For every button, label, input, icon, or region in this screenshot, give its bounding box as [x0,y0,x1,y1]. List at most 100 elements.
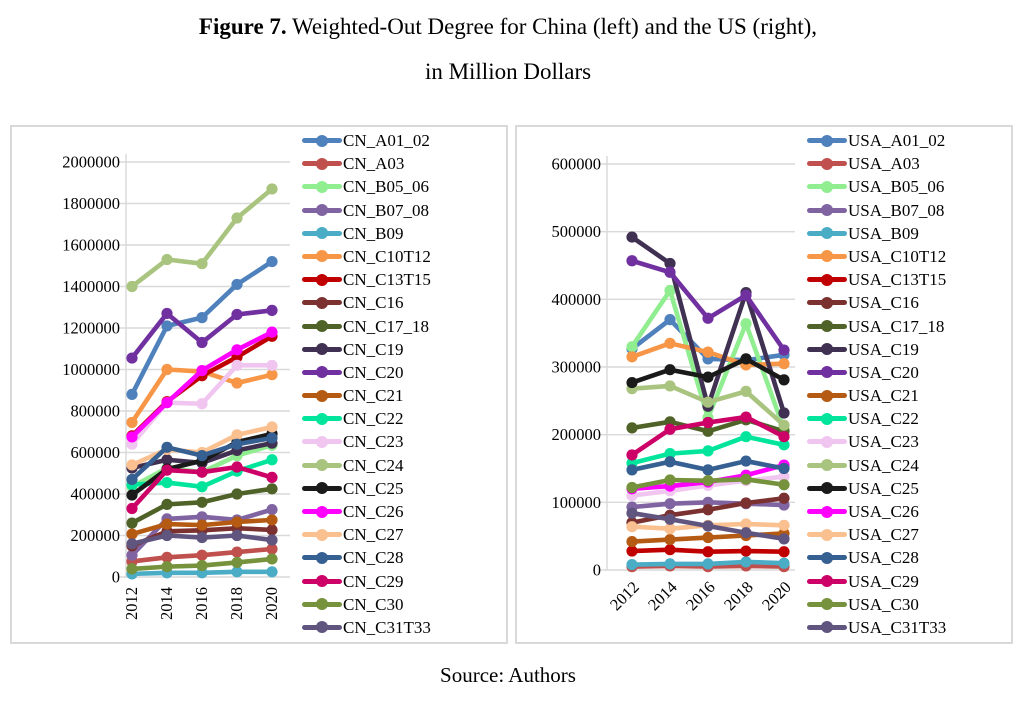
legend-marker-icon [807,180,847,194]
data-point-CN_B07_08 [196,511,208,523]
data-point-CN_C17_18 [161,498,173,510]
legend-dot [821,598,833,611]
data-point-USA_C27 [626,521,638,533]
legend-item: USA_C25 [807,478,1009,499]
data-point-USA_C20 [740,289,752,301]
data-point-CN_B07_08 [266,503,278,516]
data-point-USA_C24 [702,396,714,408]
data-point-CN_C26 [231,344,243,356]
legend-label: USA_C20 [848,362,919,382]
data-point-USA_C13T15 [626,545,638,557]
legend-label: USA_C29 [848,571,919,591]
data-point-USA_A01_02 [664,314,676,326]
data-point-USA_C16 [778,492,790,504]
legend-label: USA_C24 [848,455,919,475]
data-point-CN_C20 [266,304,278,316]
legend-item: CN_C22 [302,408,504,429]
legend-label: CN_C24 [343,455,404,475]
legend-marker-icon [807,134,847,148]
data-point-USA_C20 [626,255,638,267]
data-point-CN_C17_18 [196,496,208,508]
legend-dot [316,343,328,356]
data-point-USA_C23 [778,471,790,483]
data-point-USA_C29 [702,416,714,429]
data-point-CN_C27 [126,459,138,471]
legend-marker-icon [807,597,847,611]
legend-label: USA_C10T12 [848,246,947,266]
figure-title-text: Weighted-Out Degree for China (left) and… [286,14,818,39]
x-tick-label: 2020 [262,587,281,620]
legend-item: CN_C28 [302,547,504,568]
data-point-CN_C30 [231,556,243,569]
legend-marker-icon [302,389,342,403]
y-tick-label: 1800000 [62,194,120,213]
legend-dot [316,598,328,611]
legend-dot [316,459,328,472]
legend-marker-icon [807,319,847,333]
data-point-USA_C31T33 [740,527,752,539]
legend-marker-icon [302,180,342,194]
legend-marker-icon [302,435,342,449]
legend-item: CN_C16 [302,292,504,313]
data-point-CN_C21 [196,519,208,531]
legend-dot [316,551,328,564]
legend-label: CN_C28 [343,548,404,568]
legend-marker-icon [302,528,342,542]
legend-label: CN_C13T15 [343,270,431,290]
usa-line-chart: 0 100000 200000 300000 400000 500000 600000 201… [552,155,795,614]
legend-dot [821,296,833,309]
data-point-CN_C10T12 [266,369,278,381]
data-point-USA_C28 [778,462,790,475]
legend-dot [821,435,833,448]
legend-marker-icon [302,620,342,634]
legend-dot [821,157,833,170]
figure-title-line2: in Million Dollars [424,59,592,84]
legend-marker-icon [807,342,847,356]
legend-item: USA_C31T33 [807,617,1009,638]
legend-label: CN_A03 [343,154,405,174]
legend-marker-icon [807,273,847,287]
legend-marker-icon [807,365,847,379]
data-point-CN_C30 [266,553,278,565]
data-point-CN_C21 [126,528,138,540]
legend-label: CN_C30 [343,594,404,614]
legend-dot [316,389,328,402]
legend-dot [316,320,328,332]
legend-marker-icon [302,574,342,588]
legend-marker-icon [807,505,847,519]
legend-item: USA_C20 [807,362,1009,383]
legend-marker-icon [302,412,342,426]
legend-item: CN_C30 [302,594,504,615]
y-tick-label: 0 [112,568,120,587]
legend-item: USA_A01_02 [807,130,1009,151]
figure-title-line1: Figure 7. Weighted-Out Degree for China … [0,4,1016,49]
data-point-CN_C29 [126,502,138,515]
legend-label: CN_B09 [343,223,404,243]
legend-marker-icon [302,505,342,519]
legend-marker-icon [302,134,342,148]
legend-item: CN_C29 [302,571,504,592]
data-point-CN_C23 [231,359,243,371]
legend-dot [316,412,328,425]
x-tick-label: 2018 [720,577,757,614]
data-point-USA_C13T15 [702,546,714,558]
legend-label: USA_C28 [848,548,919,568]
data-point-USA_C29 [626,449,638,461]
data-point-CN_C24 [266,183,278,195]
legend-dot [316,273,328,286]
legend-marker-icon [302,249,342,263]
data-point-CN_C16 [266,524,278,536]
data-point-CN_A01_02 [266,256,278,268]
legend-item: CN_B07_08 [302,200,504,221]
legend-label: USA_B05_06 [848,177,945,197]
legend-dot [821,343,833,356]
legend-dot [316,505,328,518]
data-point-USA_C31T33 [778,533,790,545]
legend-item: CN_A01_02 [302,130,504,151]
legend-marker-icon [807,249,847,263]
legend-dot [821,366,833,379]
data-point-USA_C16 [740,497,752,509]
legend-label: USA_C27 [848,525,919,545]
legend-label: USA_C30 [848,594,919,614]
data-point-USA_C31T33 [702,520,714,532]
